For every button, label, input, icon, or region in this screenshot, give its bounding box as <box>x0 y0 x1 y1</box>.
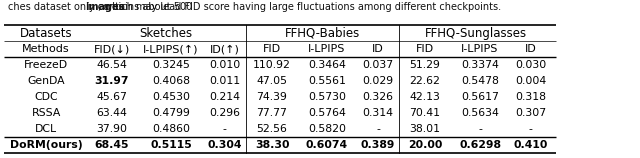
Text: 68.45: 68.45 <box>95 140 129 150</box>
Text: 0.4068: 0.4068 <box>152 76 190 86</box>
Text: CDC: CDC <box>35 92 58 102</box>
Text: ID: ID <box>525 44 537 54</box>
Text: 0.6074: 0.6074 <box>306 140 348 150</box>
Text: -: - <box>376 124 380 134</box>
Text: Methods: Methods <box>22 44 70 54</box>
Text: 31.97: 31.97 <box>95 76 129 86</box>
Text: 0.5561: 0.5561 <box>308 76 346 86</box>
Text: , which may lead FID score having large fluctuations among different checkpoints: , which may lead FID score having large … <box>98 2 501 12</box>
Text: 0.3374: 0.3374 <box>461 60 499 70</box>
Text: 0.004: 0.004 <box>515 76 547 86</box>
Text: 42.13: 42.13 <box>410 92 440 102</box>
Text: 0.4860: 0.4860 <box>152 124 190 134</box>
Text: I-LPIPS: I-LPIPS <box>461 44 499 54</box>
Text: 37.90: 37.90 <box>96 124 127 134</box>
Text: 0.307: 0.307 <box>515 108 547 118</box>
Text: FFHQ-Sunglasses: FFHQ-Sunglasses <box>425 27 527 40</box>
Text: Datasets: Datasets <box>20 27 72 40</box>
Text: ID(↑): ID(↑) <box>210 44 239 54</box>
Text: 0.030: 0.030 <box>515 60 547 70</box>
Text: FID: FID <box>263 44 281 54</box>
Text: 77.77: 77.77 <box>257 108 287 118</box>
Text: 0.5764: 0.5764 <box>308 108 346 118</box>
Text: 52.56: 52.56 <box>257 124 287 134</box>
Text: 38.01: 38.01 <box>410 124 440 134</box>
Text: 0.011: 0.011 <box>209 76 240 86</box>
Text: 0.5634: 0.5634 <box>461 108 499 118</box>
Text: 38.30: 38.30 <box>255 140 289 150</box>
Text: I-LPIPS: I-LPIPS <box>308 44 346 54</box>
Text: 0.5617: 0.5617 <box>461 92 499 102</box>
Text: FID(↓): FID(↓) <box>93 44 130 54</box>
Text: 46.54: 46.54 <box>96 60 127 70</box>
Text: 51.29: 51.29 <box>410 60 440 70</box>
Text: ches dataset only contains about 500: ches dataset only contains about 500 <box>8 2 195 12</box>
Text: 0.5115: 0.5115 <box>150 140 192 150</box>
Text: 47.05: 47.05 <box>257 76 287 86</box>
Text: ID: ID <box>372 44 384 54</box>
Text: 0.029: 0.029 <box>362 76 394 86</box>
Text: 0.318: 0.318 <box>515 92 547 102</box>
Text: 0.5730: 0.5730 <box>308 92 346 102</box>
Text: 0.010: 0.010 <box>209 60 240 70</box>
Text: 0.5478: 0.5478 <box>461 76 499 86</box>
Text: -: - <box>529 124 533 134</box>
Text: FFHQ-Babies: FFHQ-Babies <box>285 27 360 40</box>
Text: 0.214: 0.214 <box>209 92 240 102</box>
Text: -: - <box>478 124 482 134</box>
Text: GenDA: GenDA <box>28 76 65 86</box>
Text: RSSA: RSSA <box>31 108 61 118</box>
Text: 110.92: 110.92 <box>253 60 291 70</box>
Text: 0.3245: 0.3245 <box>152 60 190 70</box>
Text: 0.5820: 0.5820 <box>308 124 346 134</box>
Text: DoRM(ours): DoRM(ours) <box>10 140 83 150</box>
Text: 70.41: 70.41 <box>410 108 440 118</box>
Text: 74.39: 74.39 <box>257 92 287 102</box>
Text: 20.00: 20.00 <box>408 140 442 150</box>
Text: 0.3464: 0.3464 <box>308 60 346 70</box>
Text: 0.037: 0.037 <box>362 60 394 70</box>
Text: 45.67: 45.67 <box>96 92 127 102</box>
Text: 22.62: 22.62 <box>410 76 440 86</box>
Text: FID: FID <box>416 44 434 54</box>
Text: 0.314: 0.314 <box>362 108 394 118</box>
Text: 0.304: 0.304 <box>207 140 242 150</box>
Text: 0.410: 0.410 <box>514 140 548 150</box>
Text: 0.296: 0.296 <box>209 108 240 118</box>
Text: -: - <box>223 124 227 134</box>
Text: 63.44: 63.44 <box>96 108 127 118</box>
Text: 0.4530: 0.4530 <box>152 92 190 102</box>
Text: 0.6298: 0.6298 <box>459 140 501 150</box>
Text: 0.4799: 0.4799 <box>152 108 190 118</box>
Text: 0.326: 0.326 <box>362 92 394 102</box>
Text: images: images <box>85 2 125 12</box>
Text: FreezeD: FreezeD <box>24 60 68 70</box>
Text: Sketches: Sketches <box>139 27 192 40</box>
Text: 0.389: 0.389 <box>361 140 395 150</box>
Text: I-LPIPS(↑): I-LPIPS(↑) <box>143 44 198 54</box>
Text: DCL: DCL <box>35 124 57 134</box>
